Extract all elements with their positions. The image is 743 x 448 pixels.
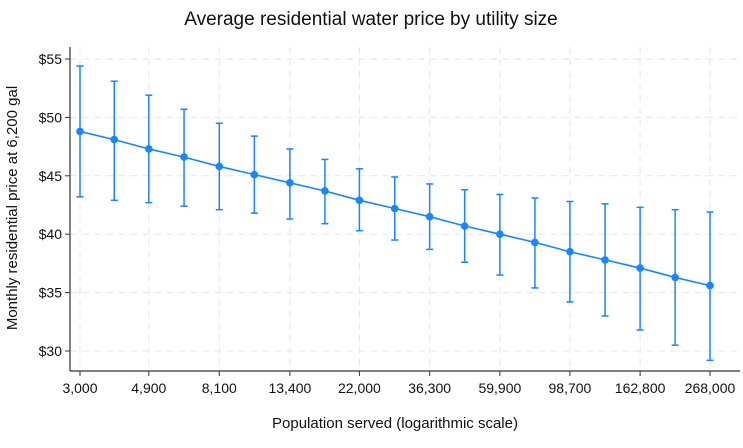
- data-point: [250, 170, 259, 179]
- axes: $30 $35 $40 $45 $50 $55 3,000 4,900 8,100 13,400 2…: [39, 47, 740, 396]
- y-tick-label: $30: [39, 343, 63, 359]
- x-tick-label: 268,000: [685, 380, 736, 396]
- x-tick-label: 22,000: [338, 380, 381, 396]
- data-point: [145, 145, 153, 153]
- data-point: [671, 273, 679, 282]
- data-point: [321, 187, 329, 195]
- x-tick-label: 3,000: [62, 380, 97, 396]
- data-point: [286, 179, 294, 187]
- data-point: [496, 230, 504, 238]
- x-tick-label: 8,100: [202, 380, 237, 396]
- x-tick-label: 59,900: [478, 380, 521, 396]
- x-tick-label: 4,900: [131, 380, 166, 396]
- data-point: [531, 238, 539, 247]
- x-tick-label: 98,700: [549, 380, 592, 396]
- y-tick-label: $45: [39, 168, 63, 184]
- data-point: [76, 127, 84, 136]
- x-tick-label: 36,300: [408, 380, 451, 396]
- data-point: [460, 222, 469, 230]
- data-point: [355, 196, 364, 205]
- data-point: [425, 212, 434, 221]
- data-point: [110, 135, 119, 144]
- data-point: [601, 256, 609, 264]
- x-axis-label: Population served (logarithmic scale): [272, 415, 518, 432]
- y-tick-label: $35: [39, 285, 63, 301]
- y-axis-label: Monthly residential price at 6,200 gal: [4, 86, 21, 330]
- y-tick-label: $55: [39, 51, 63, 67]
- x-tick-label: 162,800: [615, 380, 666, 396]
- y-tick-label: $40: [39, 226, 63, 242]
- data-marks: [76, 65, 714, 362]
- data-point: [706, 281, 714, 290]
- data-point: [215, 162, 224, 171]
- data-point: [390, 204, 399, 213]
- data-point: [566, 247, 574, 256]
- y-tick-label: $50: [39, 109, 63, 125]
- x-tick-label: 13,400: [268, 380, 311, 396]
- data-point: [636, 264, 644, 272]
- chart-title: Average residential water price by utili…: [184, 9, 558, 30]
- data-point: [180, 153, 188, 161]
